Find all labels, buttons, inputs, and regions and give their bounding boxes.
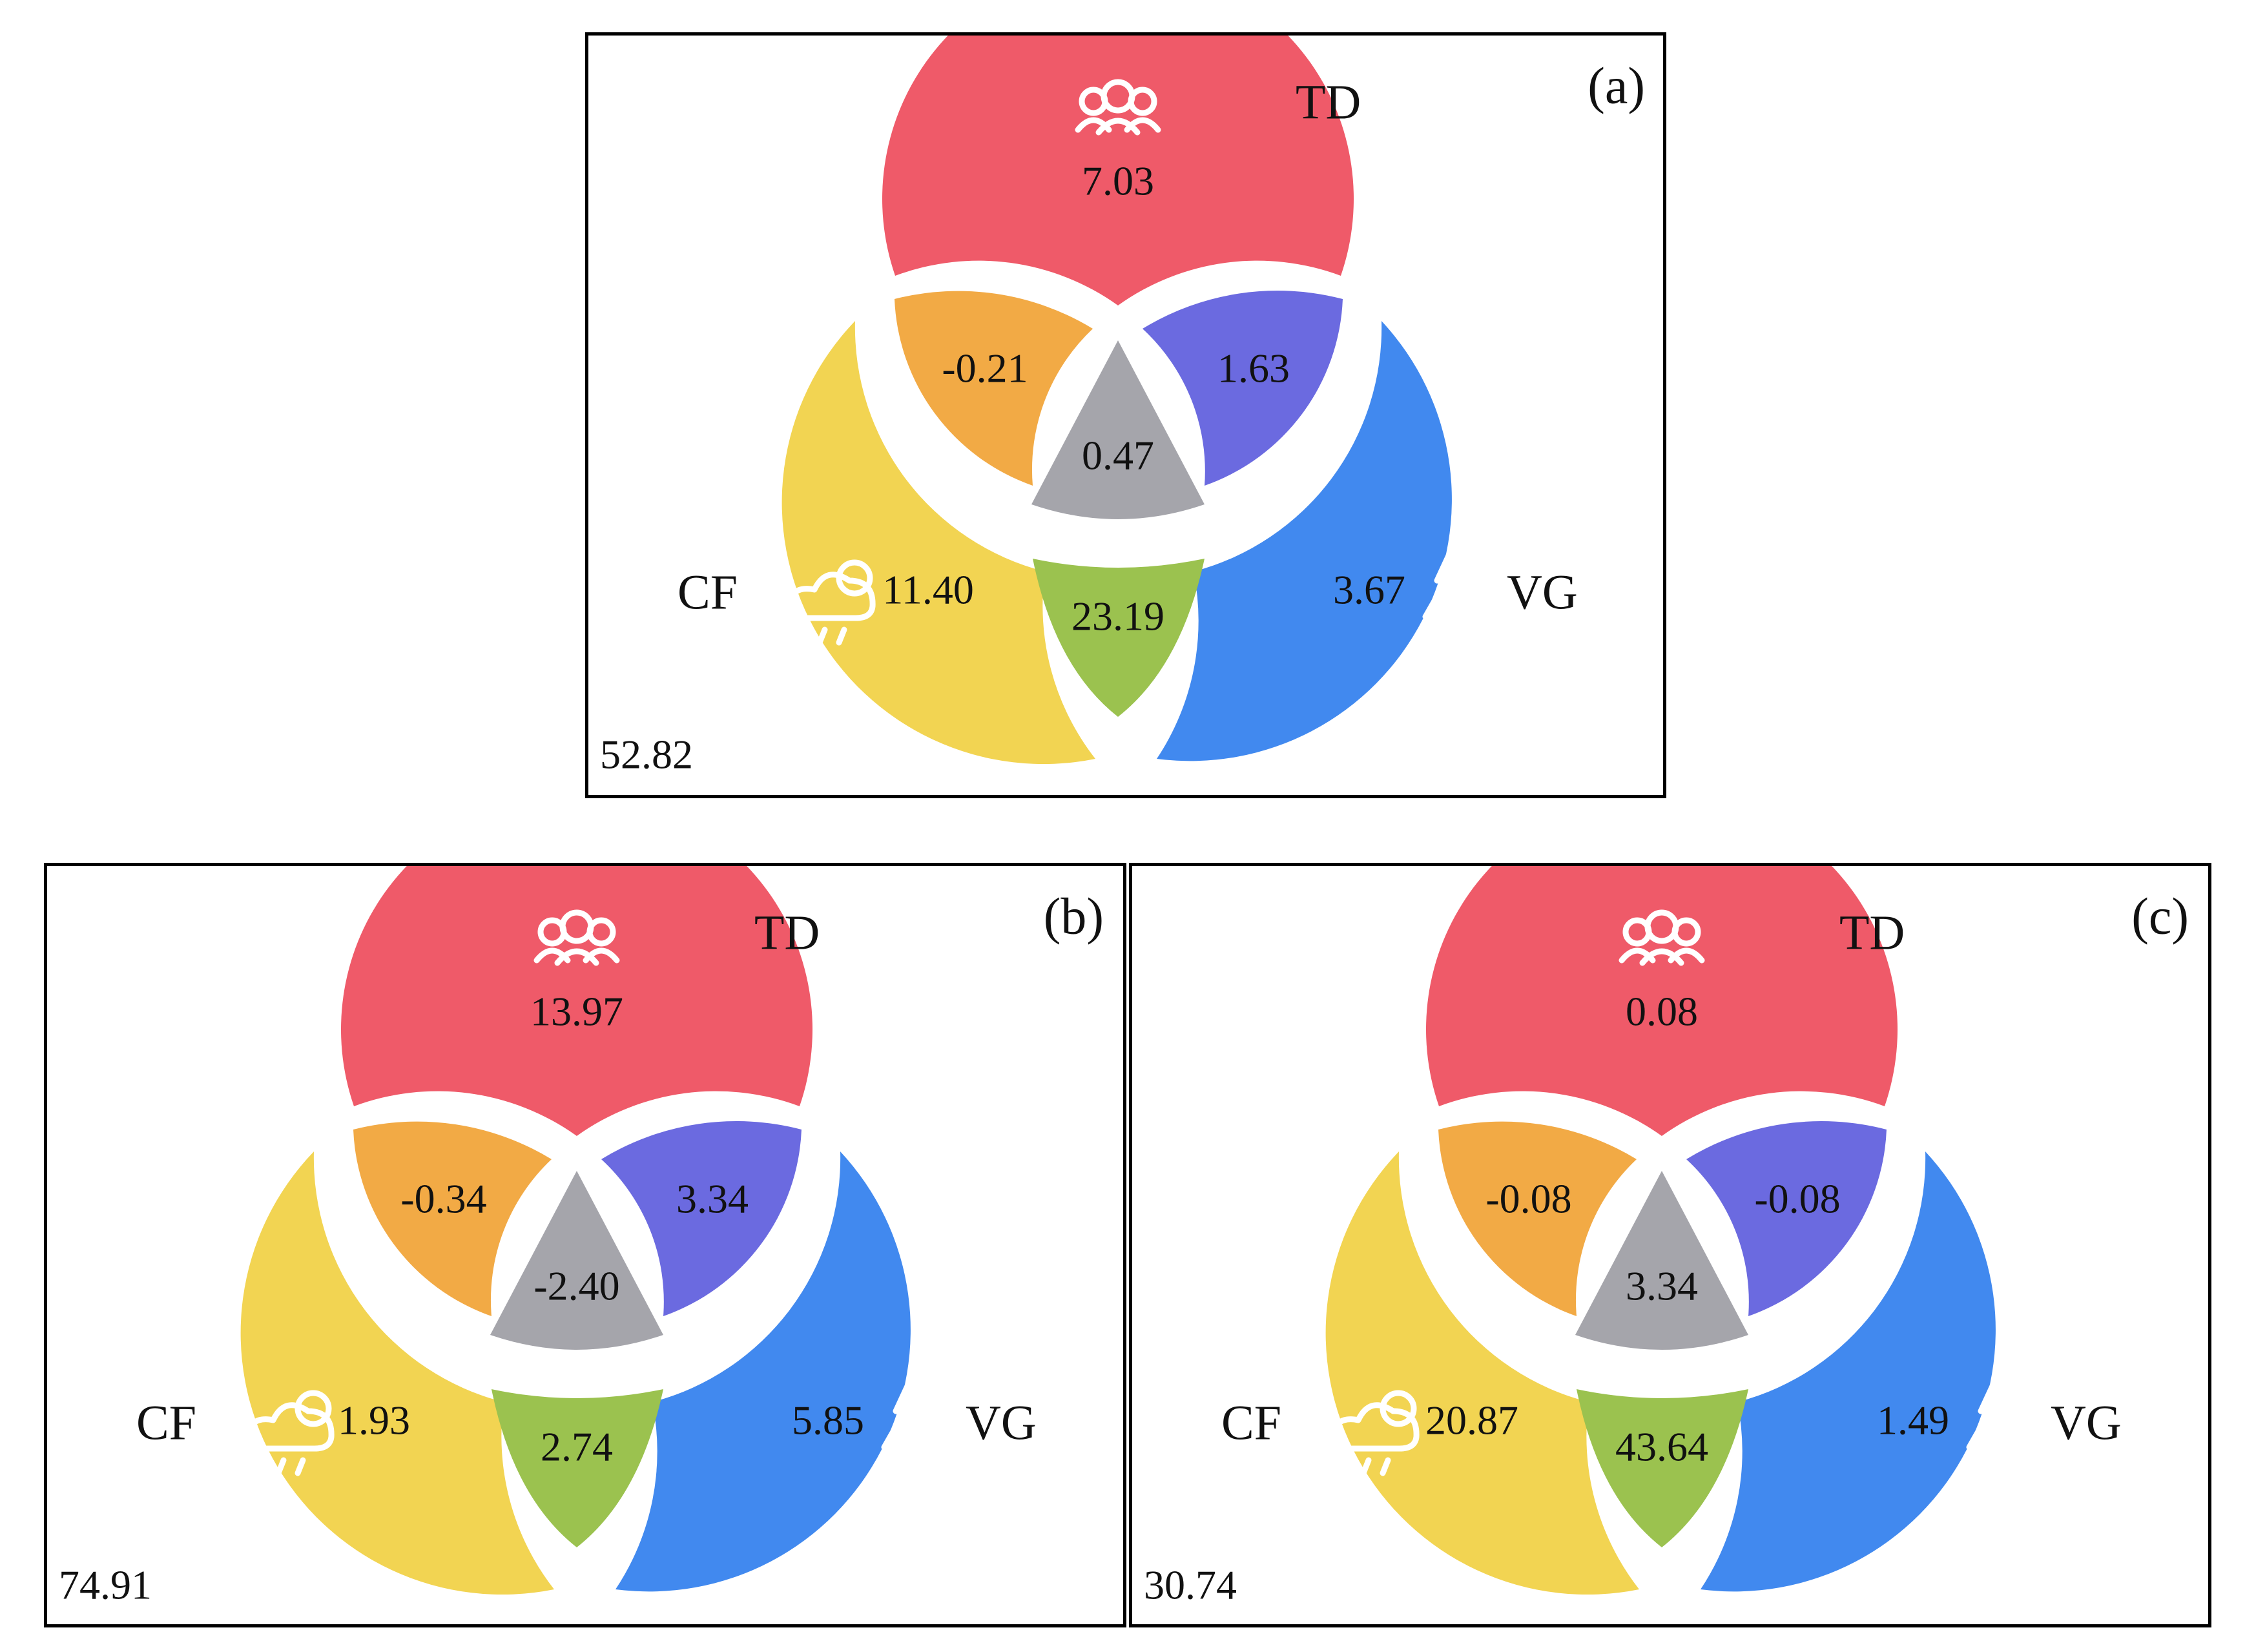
value-td-vg: 1.63 <box>1217 346 1290 391</box>
region-td-vg <box>1686 1121 1887 1316</box>
value-td-only: 7.03 <box>1082 158 1154 204</box>
value-cf-vg: 23.19 <box>1071 594 1164 639</box>
value-td-cf: -0.08 <box>1485 1176 1571 1222</box>
region-td-cf <box>895 291 1093 486</box>
people-group-icon <box>1075 79 1161 136</box>
region-td-cf <box>353 1121 552 1316</box>
region-all <box>490 1171 663 1350</box>
residual-value: 74.91 <box>59 1562 152 1608</box>
label-td: TD <box>754 905 820 960</box>
value-cf-vg: 43.64 <box>1615 1424 1708 1470</box>
value-cf-only: 11.40 <box>882 567 974 613</box>
value-cf-only: 20.87 <box>1425 1398 1518 1443</box>
cloud-rain-sun-icon <box>770 559 876 646</box>
people-group-icon <box>533 909 620 966</box>
pine-tree-icon <box>1958 1372 2037 1502</box>
value-td-vg: 3.34 <box>676 1176 749 1222</box>
value-td-only: 0.08 <box>1626 989 1698 1035</box>
region-td-vg <box>1143 291 1343 486</box>
value-all: -2.40 <box>533 1263 619 1309</box>
label-vg: VG <box>2051 1396 2122 1450</box>
venn-panel-c: 0.08 -0.08 -0.08 3.34 20.87 43.64 1.49 T… <box>1129 863 2211 1627</box>
value-cf-only: 1.93 <box>338 1398 410 1443</box>
pine-tree-icon <box>873 1372 952 1502</box>
region-vg-only <box>616 1151 911 1592</box>
value-vg-only: 1.49 <box>1877 1398 1949 1443</box>
label-vg: VG <box>1507 565 1578 619</box>
label-cf: CF <box>1221 1396 1281 1450</box>
region-cf-only <box>781 321 1095 765</box>
label-td: TD <box>1839 905 1905 960</box>
region-all <box>1575 1171 1748 1350</box>
value-td-vg: -0.08 <box>1754 1176 1840 1222</box>
region-vg-only <box>1701 1151 1996 1592</box>
region-td-only <box>882 36 1354 305</box>
region-cf-vg <box>1033 559 1205 717</box>
label-cf: CF <box>678 565 738 619</box>
pine-tree-icon <box>1414 541 1493 672</box>
region-vg-only <box>1157 321 1452 761</box>
people-group-icon <box>1619 909 1705 966</box>
region-td-vg <box>601 1121 802 1316</box>
venn-diagram: 7.03 -0.21 1.63 0.47 11.40 23.19 3.67 TD… <box>600 36 1645 778</box>
region-cf-vg <box>491 1389 663 1547</box>
residual-value: 30.74 <box>1144 1562 1237 1608</box>
value-td-only: 13.97 <box>530 989 623 1035</box>
value-all: 3.34 <box>1626 1263 1698 1309</box>
label-cf: CF <box>136 1396 196 1450</box>
panel-tag: (a) <box>1588 57 1645 114</box>
value-cf-vg: 2.74 <box>541 1424 613 1470</box>
region-td-cf <box>1438 1121 1637 1316</box>
venn-diagram: 0.08 -0.08 -0.08 3.34 20.87 43.64 1.49 T… <box>1144 866 2189 1608</box>
panel-tag: (b) <box>1044 888 1104 945</box>
region-td-only <box>341 866 812 1136</box>
region-cf-only <box>1325 1151 1639 1595</box>
venn-diagram: 13.97 -0.34 3.34 -2.40 1.93 2.74 5.85 TD… <box>59 866 1104 1608</box>
region-cf-vg <box>1577 1389 1748 1547</box>
residual-value: 52.82 <box>600 732 693 778</box>
value-td-cf: -0.21 <box>942 346 1028 391</box>
cloud-rain-sun-icon <box>1314 1390 1420 1476</box>
region-cf-only <box>240 1151 554 1595</box>
region-all <box>1031 340 1205 519</box>
venn-panel-b: 13.97 -0.34 3.34 -2.40 1.93 2.74 5.85 TD… <box>44 863 1126 1627</box>
value-vg-only: 5.85 <box>792 1398 864 1443</box>
label-td: TD <box>1296 75 1361 129</box>
value-vg-only: 3.67 <box>1333 567 1405 613</box>
value-td-cf: -0.34 <box>400 1176 486 1222</box>
cloud-rain-sun-icon <box>229 1390 335 1476</box>
panel-tag: (c) <box>2131 888 2189 945</box>
region-td-only <box>1426 866 1898 1136</box>
label-vg: VG <box>966 1396 1037 1450</box>
value-all: 0.47 <box>1082 433 1154 479</box>
venn-panel-a: 7.03 -0.21 1.63 0.47 11.40 23.19 3.67 TD… <box>585 32 1666 798</box>
